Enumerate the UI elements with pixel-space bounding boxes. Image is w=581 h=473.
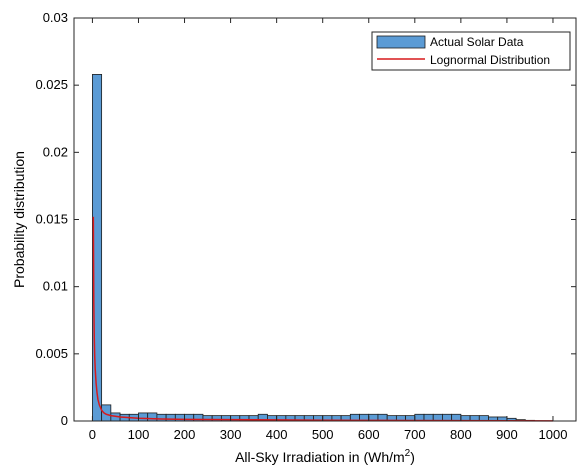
x-tick-label: 800 [450,427,472,442]
x-tick-label: 100 [128,427,150,442]
histogram-bars [92,74,535,422]
x-tick-label: 1000 [539,427,568,442]
x-axis-label-main: All-Sky Irradiation in (Wh/m [235,449,405,465]
legend: Actual Solar Data Lognormal Distribution [371,31,571,71]
y-tick-label: 0.01 [43,279,68,294]
x-tick-label: 700 [404,427,426,442]
y-tick-label: 0.02 [43,144,68,159]
x-tick-label: 400 [266,427,288,442]
x-tick-label: 600 [358,427,380,442]
y-axis-label: Probability distribution [11,151,27,288]
histogram-bar [156,413,167,422]
histogram-bar [147,412,158,422]
x-tick-label: 0 [89,427,96,442]
plot-frame [73,17,577,422]
x-axis-label: All-Sky Irradiation in (Wh/m2) [235,448,415,465]
legend-label-lognormal: Lognormal Distribution [430,53,550,67]
x-axis-label-superscript: 2 [405,448,411,459]
y-tick-label: 0 [61,413,68,428]
histogram-bar [138,412,149,422]
legend-swatch-actual [376,35,426,49]
x-axis-label-suffix: ) [410,449,415,465]
y-tick-label: 0.015 [35,212,68,227]
lognormal-line [92,216,553,422]
x-tick-label: 500 [312,427,334,442]
x-tick-label: 200 [174,427,196,442]
y-tick-label: 0.03 [43,10,68,25]
fit-line-layer [92,216,553,422]
x-tick-label: 900 [496,427,518,442]
y-tick-label: 0.025 [35,77,68,92]
y-tick-label: 0.005 [35,346,68,361]
histogram-bar [165,413,176,422]
axis-ticks: 0 100 200 300 400 500 600 700 800 900 1000 0 0.005 0.… [35,10,576,442]
legend-label-actual: Actual Solar Data [430,35,524,49]
x-tick-label: 300 [220,427,242,442]
